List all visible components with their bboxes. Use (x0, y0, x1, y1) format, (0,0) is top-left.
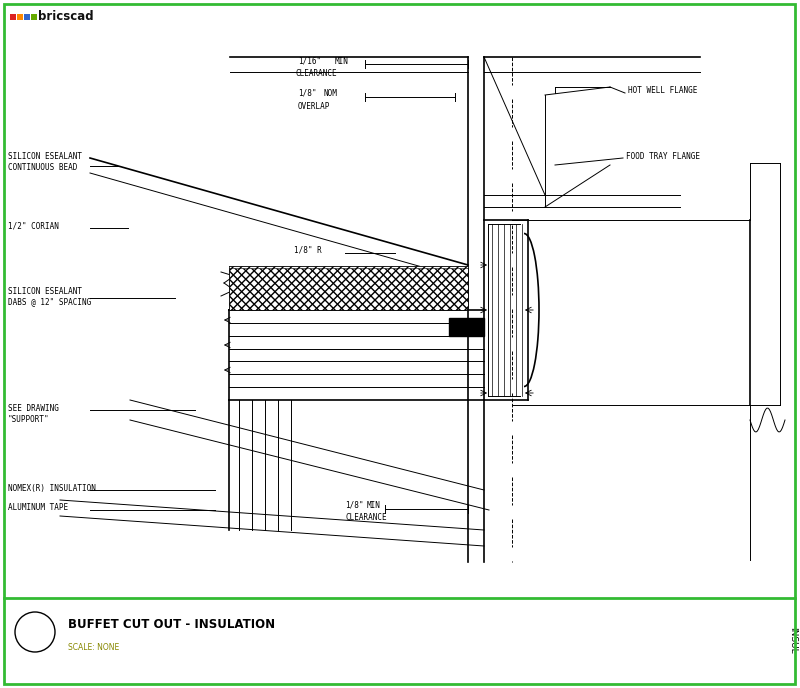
Text: SILICON ESEALANT: SILICON ESEALANT (8, 286, 82, 296)
Bar (17, 14, 23, 20)
Text: CLEARANCE: CLEARANCE (295, 69, 337, 78)
Text: HOT WELL FLANGE: HOT WELL FLANGE (628, 85, 698, 94)
Text: "SUPPORT": "SUPPORT" (8, 414, 50, 424)
Bar (449, 318, 484, 336)
Text: SILICON ESEALANT: SILICON ESEALANT (8, 151, 82, 160)
Bar (24, 14, 30, 20)
Text: BUFFET CUT OUT - INSULATION: BUFFET CUT OUT - INSULATION (68, 618, 275, 630)
Text: 1/16": 1/16" (298, 56, 321, 65)
Text: ALUMINUM TAPE: ALUMINUM TAPE (8, 504, 68, 513)
Text: 1/8": 1/8" (298, 89, 317, 98)
Text: FOOD TRAY FLANGE: FOOD TRAY FLANGE (626, 151, 700, 160)
Text: CONTINUOUS BEAD: CONTINUOUS BEAD (8, 162, 78, 171)
Text: SEE DRAWING: SEE DRAWING (8, 403, 59, 413)
Text: NOMEX(R) INSULATION: NOMEX(R) INSULATION (8, 484, 96, 493)
Polygon shape (229, 266, 468, 310)
Text: 1/2" CORIAN: 1/2" CORIAN (8, 222, 59, 230)
Text: CLEARANCE: CLEARANCE (345, 513, 386, 522)
Text: 1/8" R: 1/8" R (294, 246, 322, 255)
Text: bricscad: bricscad (38, 10, 94, 23)
Text: MIN: MIN (335, 56, 349, 65)
Text: 1/8": 1/8" (345, 500, 363, 510)
Text: OVERLAP: OVERLAP (298, 102, 330, 111)
Text: NOM: NOM (323, 89, 337, 98)
Bar (31, 14, 37, 20)
Bar (10, 14, 16, 20)
Text: DABS @ 12" SPACING: DABS @ 12" SPACING (8, 297, 91, 306)
Text: INSUL: INSUL (789, 627, 798, 654)
Text: SCALE: NONE: SCALE: NONE (68, 643, 119, 652)
Text: MIN: MIN (367, 500, 381, 510)
